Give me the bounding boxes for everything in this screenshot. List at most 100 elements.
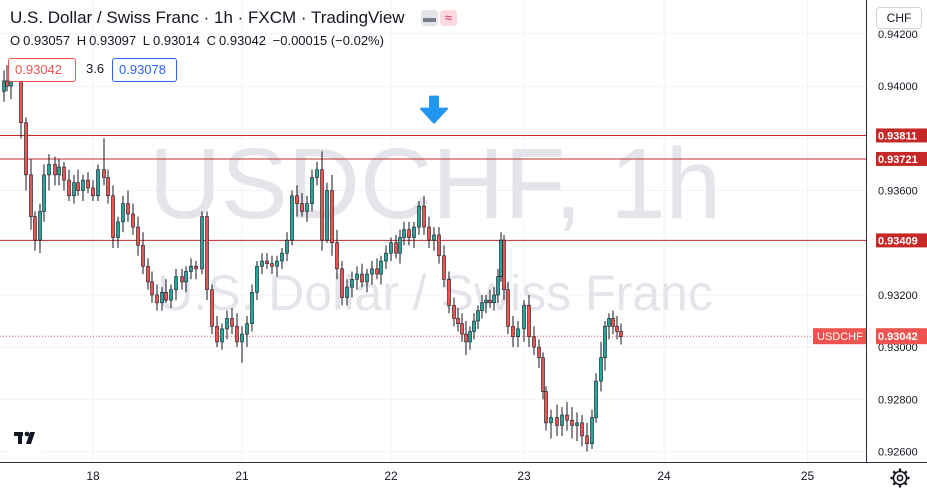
candle-body xyxy=(320,169,324,241)
candle-body xyxy=(476,310,480,322)
level-price-tag xyxy=(876,233,927,248)
arrow-down-icon xyxy=(420,95,448,124)
candle-body xyxy=(452,305,456,319)
currency-button[interactable]: CHF xyxy=(876,7,922,29)
candle-body xyxy=(325,190,329,241)
chart-title: U.S. Dollar / Swiss Franc · 1h · FXCM · … xyxy=(10,8,405,27)
candle-body xyxy=(275,260,279,267)
candle-body xyxy=(136,226,140,246)
candle-body xyxy=(235,325,239,343)
candle-body xyxy=(160,292,164,304)
candle-body xyxy=(62,166,66,181)
candle-body xyxy=(29,174,33,217)
candle-body xyxy=(5,80,9,87)
candle-body xyxy=(330,190,334,244)
candle-body xyxy=(565,414,569,421)
candle-body xyxy=(432,234,436,241)
candle-body xyxy=(522,305,526,330)
price-tick-label: 0.93200 xyxy=(878,290,918,302)
candle-body xyxy=(72,182,76,197)
candle-body xyxy=(210,289,214,327)
candle-body xyxy=(184,271,188,283)
time-tick-label: 25 xyxy=(801,469,815,483)
candle-body xyxy=(615,325,619,332)
candle-body xyxy=(81,179,85,191)
close-value: 0.93042 xyxy=(219,33,267,48)
candle-body xyxy=(472,320,476,332)
close-label: C xyxy=(206,33,217,48)
wave-icon[interactable]: ≈ xyxy=(440,10,457,26)
candle-body xyxy=(575,422,579,426)
candle-body xyxy=(560,414,564,426)
candle-body xyxy=(384,252,388,262)
candle-body xyxy=(91,187,95,197)
candle-body xyxy=(447,278,451,306)
candle-body xyxy=(412,226,416,238)
high-value: 0.93097 xyxy=(89,33,137,48)
minus-icon[interactable]: ▬ xyxy=(421,10,438,26)
candle-body xyxy=(96,169,100,197)
symbol-tag xyxy=(813,328,866,345)
candle-body xyxy=(516,328,520,338)
candle-body xyxy=(220,328,224,343)
sell-button[interactable]: 0.93042 xyxy=(8,58,76,82)
candle-body xyxy=(240,333,244,343)
candle-body xyxy=(42,174,46,212)
candle-body xyxy=(260,260,264,267)
candle-body xyxy=(290,195,294,241)
candle-body xyxy=(389,242,393,254)
candle-body xyxy=(295,195,299,204)
candle-body xyxy=(488,299,492,304)
candle-body xyxy=(375,268,379,275)
candle-body xyxy=(442,255,446,280)
candle-body xyxy=(480,302,484,311)
candle-body xyxy=(350,278,354,288)
candle-body xyxy=(164,292,168,301)
candle-body xyxy=(394,242,398,254)
candle-body xyxy=(437,234,441,257)
time-tick-label: 22 xyxy=(384,469,398,483)
open-value: 0.93057 xyxy=(23,33,71,48)
price-tick-label: 0.92600 xyxy=(878,447,918,459)
candle-body xyxy=(355,273,359,280)
candle-body xyxy=(230,318,234,327)
candle-body xyxy=(537,346,541,358)
symbol-tag-label: USDCHF xyxy=(817,331,863,343)
candle-body xyxy=(285,239,289,254)
candle-body xyxy=(585,435,589,445)
spread-value: 3.6 xyxy=(86,61,105,76)
candle-body xyxy=(402,229,406,238)
candle-body xyxy=(111,195,115,238)
candle-body xyxy=(611,318,615,327)
candle-body xyxy=(379,260,383,275)
candle-body xyxy=(580,422,584,437)
candle-body xyxy=(599,357,603,382)
candle-body xyxy=(38,211,42,241)
candle-body xyxy=(150,281,154,296)
candle-body xyxy=(67,179,71,197)
candle-body xyxy=(427,226,431,241)
price-tick-label: 0.92800 xyxy=(878,394,918,406)
tradingview-logo[interactable] xyxy=(10,424,44,452)
candle-body xyxy=(245,323,249,335)
candle-body xyxy=(496,276,500,296)
candle-body xyxy=(189,265,193,272)
candle-body xyxy=(370,268,374,275)
time-tick-label: 24 xyxy=(657,469,671,483)
buy-button[interactable]: 0.93078 xyxy=(112,58,177,82)
candle-body xyxy=(541,357,545,392)
candle-body xyxy=(155,294,159,304)
candle-body xyxy=(169,289,173,301)
time-tick-label: 21 xyxy=(235,469,249,483)
candle-body xyxy=(194,265,198,270)
candle-body xyxy=(407,229,411,238)
candle-body xyxy=(47,164,51,176)
candle-body xyxy=(570,419,574,426)
gear-icon[interactable] xyxy=(889,467,911,489)
candle-body xyxy=(146,265,150,283)
candle-body xyxy=(603,325,607,358)
candle-body xyxy=(555,417,559,426)
level-price-label: 0.93721 xyxy=(878,154,918,166)
candle-body xyxy=(53,164,57,176)
